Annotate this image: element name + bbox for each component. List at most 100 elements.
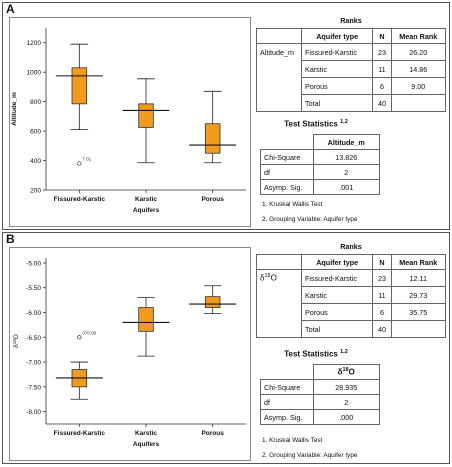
box-fissured-karstic [71, 67, 88, 105]
x-tick-label: Porous [201, 430, 224, 437]
test-row-label: Asymp. Sig. [260, 409, 314, 425]
ranks-caption: Ranks [340, 241, 362, 251]
rank-row-type: Porous [300, 77, 374, 95]
y-tick-label: 1000 [27, 70, 42, 77]
test-row-value: .001 [312, 179, 380, 195]
rank-row-mean: 12.11 [390, 269, 447, 287]
boxplot-frame: -8.00 -7.50 -7.00 -6.50 -6.00 -5.50 -5.00 δ18O F… [9, 247, 251, 461]
rank-row-mean [390, 94, 447, 112]
box-karstic [138, 103, 154, 128]
rank-row-mean: 26.20 [390, 43, 447, 61]
y-tick-label: -6.00 [26, 310, 41, 317]
header-mean-rank: Mean Rank [390, 28, 447, 44]
box-porous [204, 123, 221, 154]
rank-row-n: 23 [372, 269, 392, 287]
y-axis-label: δ18O [12, 334, 20, 348]
test-row-value: 2 [312, 394, 380, 410]
box-porous [204, 296, 221, 308]
ranks-variable: δ18O [256, 269, 302, 287]
altitude-boxplot: 200 400 600 800 1000 1200 Altitude_m Fissured-K… [11, 28, 246, 214]
ranks-caption: Ranks [340, 15, 362, 25]
rank-row-mean: 9.00 [390, 77, 447, 95]
outlier-label: 7.01 [82, 156, 91, 161]
y-tick-label: 1200 [27, 40, 42, 47]
test-statistics-table: δ18O Chi-Square 28.935 df 2 Asymp. Sig. … [260, 364, 380, 425]
rank-row-mean: 35.75 [390, 303, 447, 321]
test-statistics-table: Altitude_m Chi-Square 13.826 df 2 Asymp.… [260, 134, 380, 195]
x-tick-label: Karstic [135, 196, 157, 203]
boxplot-frame: 200 400 600 800 1000 1200 Altitude_m Fissured-K… [9, 17, 251, 227]
y-tick-label: -6.50 [26, 335, 41, 342]
panel-a: A 200 400 600 800 1000 1200 Altitude_m Fissured… [2, 2, 450, 230]
header-n: N [372, 28, 392, 44]
y-tick-label: -7.50 [26, 384, 41, 391]
rank-row-n: 11 [372, 60, 392, 78]
y-tick-label: -5.00 [26, 260, 41, 267]
header-mean-rank: Mean Rank [390, 254, 447, 270]
outlier-point [77, 335, 82, 340]
y-axis-label: Altitude_m [11, 92, 18, 126]
note-test: 1. Kruskal Wallis Test [262, 437, 323, 444]
y-tick-label: 400 [30, 158, 41, 165]
outlier-point [77, 161, 82, 166]
x-tick-label: Fissured-Karstic [54, 196, 106, 203]
rank-row-mean [390, 320, 447, 338]
x-axis-label: Aquifers [133, 441, 160, 448]
rank-row-n: 11 [372, 286, 392, 304]
rank-row-type: Karstic [300, 60, 374, 78]
x-tick-label: Porous [201, 196, 224, 203]
note-grouping: 2. Grouping Variable: Aquifer type [262, 216, 358, 223]
ranks-variable: Altitude_m [256, 43, 302, 61]
note-test: 1. Kruskal Wallis Test [262, 201, 323, 208]
test-row-label: df [260, 164, 314, 180]
test-statistics-sup: 1,2 [340, 119, 348, 125]
rank-row-type: Fissured-Karstic [300, 269, 374, 287]
delta18o-boxplot: -8.00 -7.50 -7.00 -6.50 -6.00 -5.50 -5.00 δ18O F… [12, 258, 246, 448]
test-column-header: δ18O [312, 364, 380, 380]
ranks-table: Ranks Aquifer type N Mean Rank Altitude_… [256, 13, 447, 112]
x-tick-label: Karstic [135, 430, 157, 437]
rank-row-n: 40 [372, 94, 392, 112]
rank-row-type: Karstic [300, 286, 374, 304]
rank-row-n: 6 [372, 303, 392, 321]
test-row-label: Asymp. Sig. [260, 179, 314, 195]
note-grouping: 2. Grouping Variable: Aquifer type [262, 452, 358, 459]
y-tick-label: 200 [30, 188, 41, 195]
header-aquifer-type: Aquifer type [300, 254, 374, 270]
y-tick-label: -7.00 [26, 360, 41, 367]
rank-row-type: Fissured-Karstic [300, 43, 374, 61]
test-row-label: df [260, 394, 314, 410]
y-tick-label: -8.00 [26, 409, 41, 416]
header-aquifer-type: Aquifer type [300, 28, 374, 44]
box-karstic [138, 307, 154, 332]
rank-row-type: Porous [300, 303, 374, 321]
rank-row-mean: 29.73 [390, 286, 447, 304]
test-row-label: Chi-Square [260, 379, 314, 395]
rank-row-n: 6 [372, 77, 392, 95]
rank-row-n: 23 [372, 43, 392, 61]
rank-row-type: Total [300, 94, 374, 112]
test-statistics-title: Test Statistics 1,2 [284, 349, 348, 359]
test-row-value: 13.826 [312, 149, 380, 165]
header-n: N [372, 254, 392, 270]
panel-b: B -8.00 -7.50 -7.00 -6.50 -6.00 -5.50 -5.00 δ18… [2, 232, 450, 464]
test-statistics-sup: 1,2 [340, 349, 348, 355]
test-row-value: 2 [312, 164, 380, 180]
test-row-label: Chi-Square [260, 149, 314, 165]
rank-row-n: 40 [372, 320, 392, 338]
y-tick-label: -5.50 [26, 285, 41, 292]
outlier-label: 070.00 [82, 330, 96, 335]
test-statistics-title: Test Statistics 1,2 [284, 119, 348, 129]
rank-row-type: Total [300, 320, 374, 338]
test-row-value: .000 [312, 409, 380, 425]
test-column-header: Altitude_m [312, 134, 380, 150]
y-tick-label: 600 [30, 129, 41, 136]
test-row-value: 28.935 [312, 379, 380, 395]
ranks-table: Ranks Aquifer type N Mean Rank δ18O Fiss… [256, 239, 447, 338]
panel-label: A [6, 2, 15, 16]
y-tick-label: 800 [30, 99, 41, 106]
rank-row-mean: 14.86 [390, 60, 447, 78]
x-tick-label: Fissured-Karstic [54, 430, 106, 437]
panel-label: B [6, 232, 15, 246]
x-axis-label: Aquifers [133, 207, 160, 214]
